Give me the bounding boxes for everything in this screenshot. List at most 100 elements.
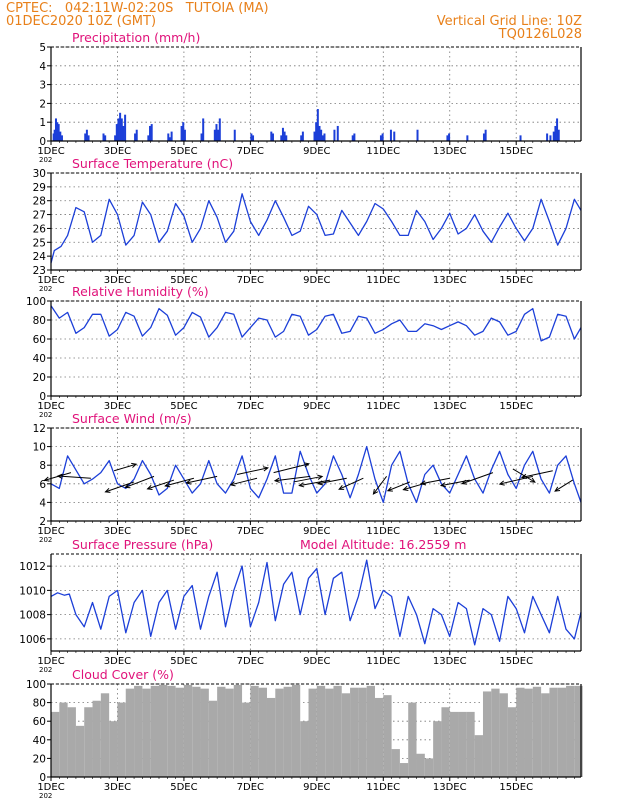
wind-vector-head bbox=[56, 473, 63, 479]
wind-vector-head bbox=[461, 479, 468, 485]
wind-vector-head bbox=[554, 486, 561, 492]
pressure-line bbox=[50, 559, 582, 646]
precip-bar bbox=[84, 133, 87, 141]
precip-bar bbox=[333, 129, 336, 141]
cloud-bar bbox=[541, 693, 550, 777]
cloud-bar bbox=[275, 688, 284, 777]
y-tick-label: 6 bbox=[39, 479, 46, 491]
cloud-bar bbox=[283, 686, 292, 777]
precip-bar bbox=[393, 131, 396, 141]
wind-vector bbox=[105, 481, 135, 493]
panel-cloud: 1DEC 3DEC 5DEC 7DEC 9DEC 11DEC 13DEC 15DEC20202… bbox=[26, 667, 583, 800]
x-tick-label: 3DEC bbox=[104, 656, 131, 667]
cloud-bar bbox=[175, 687, 184, 777]
precip-bar bbox=[466, 135, 469, 141]
wind-vector-head bbox=[104, 487, 111, 493]
x-tick-label: 7DEC bbox=[237, 656, 264, 667]
x-tick-label: 9DEC bbox=[303, 782, 330, 793]
cloud-bar bbox=[84, 707, 93, 777]
y-tick-label: 12 bbox=[33, 423, 46, 435]
precip-bar bbox=[281, 127, 284, 141]
precip-bar bbox=[150, 124, 153, 141]
panel-title: Cloud Cover (%) bbox=[72, 667, 174, 682]
x-tick-label: 11DEC bbox=[366, 526, 400, 537]
cloud-bar bbox=[333, 685, 342, 777]
x-tick-label: 11DEC bbox=[366, 782, 400, 793]
wind-vector bbox=[338, 477, 364, 490]
wind-vector bbox=[147, 479, 175, 490]
wind-vector-head bbox=[372, 488, 379, 495]
precip-bar bbox=[482, 133, 485, 141]
x-tick-label: 1DEC bbox=[37, 656, 64, 667]
cloud-bar bbox=[325, 688, 334, 777]
precip-bar bbox=[389, 129, 392, 141]
cloud-bar bbox=[350, 687, 359, 777]
wind-vector bbox=[499, 475, 533, 485]
precip-bar bbox=[556, 118, 559, 141]
header-station: CPTEC: 042:11W-02:20S TUTOIA (MA) bbox=[6, 1, 269, 16]
precip-bar bbox=[102, 133, 105, 141]
wind-line bbox=[50, 445, 582, 504]
wind-vector-head bbox=[338, 485, 345, 490]
y-tick-label: 40 bbox=[33, 735, 46, 747]
cloud-bar bbox=[183, 684, 193, 777]
panel-title: Surface Pressure (hPa) bbox=[72, 537, 213, 552]
y-tick-label: 20 bbox=[33, 753, 46, 765]
humidity-line bbox=[50, 305, 582, 342]
precip-bar bbox=[321, 135, 324, 141]
cloud-bar bbox=[242, 702, 251, 777]
wind-vector bbox=[421, 477, 450, 485]
model-altitude: Model Altitude: 16.2559 m bbox=[300, 537, 466, 552]
panel-title: Surface Wind (m/s) bbox=[72, 411, 192, 426]
precip-bar bbox=[448, 133, 451, 141]
y-tick-label: 60 bbox=[33, 716, 46, 728]
x-tick-label: 15DEC bbox=[499, 656, 533, 667]
y-tick-label: 29 bbox=[33, 182, 46, 194]
wind-vector-head bbox=[317, 480, 324, 486]
wind-vector bbox=[521, 470, 553, 478]
y-tick-label: 5 bbox=[39, 42, 46, 54]
cloud-bar bbox=[557, 687, 567, 777]
y-tick-label: 27 bbox=[33, 210, 46, 222]
precip-bar bbox=[381, 133, 384, 141]
cloud-bar bbox=[358, 687, 367, 777]
cloud-bar bbox=[474, 735, 483, 777]
x-tick-label: 1DEC bbox=[37, 275, 64, 286]
wind-vector-head bbox=[402, 485, 409, 491]
cloud-bar bbox=[233, 684, 243, 777]
precip-bar bbox=[484, 129, 487, 141]
precip-bar bbox=[557, 129, 560, 141]
header-date: 01DEC2020 10Z (GMT) bbox=[6, 14, 157, 29]
cloud-bar bbox=[308, 688, 317, 777]
x-tick-label: 7DEC bbox=[237, 275, 264, 286]
wind-vector-head bbox=[298, 482, 305, 488]
wind-vector bbox=[165, 477, 195, 487]
wind-vector bbox=[461, 472, 494, 485]
x-tick-label: 1DEC bbox=[37, 146, 64, 157]
cloud-bar bbox=[408, 702, 417, 777]
x-tick-label: 1DEC bbox=[37, 526, 64, 537]
cloud-bar bbox=[208, 700, 218, 777]
precip-bar bbox=[182, 122, 185, 141]
cloud-bar bbox=[250, 685, 259, 777]
wind-vector-head bbox=[386, 486, 393, 492]
precip-bar bbox=[53, 129, 56, 141]
panel-wind: 1DEC 3DEC 5DEC 7DEC 9DEC 11DEC 13DEC 15DEC 202 2 4… bbox=[33, 411, 582, 544]
precip-bar bbox=[134, 133, 137, 141]
cloud-bar bbox=[549, 687, 558, 777]
y-tick-label: 1008 bbox=[19, 610, 46, 622]
wind-vector-head bbox=[124, 483, 131, 489]
wind-vector bbox=[125, 475, 155, 488]
precip-bar bbox=[300, 135, 303, 141]
year-stub: 202 bbox=[39, 285, 52, 293]
x-tick-label: 11DEC bbox=[366, 275, 400, 286]
x-tick-label: 3DEC bbox=[104, 146, 131, 157]
x-tick-label: 13DEC bbox=[433, 656, 467, 667]
wind-vector bbox=[373, 476, 388, 495]
precip-bar bbox=[217, 129, 220, 141]
y-tick-label: 0 bbox=[39, 772, 46, 784]
x-tick-label: 5DEC bbox=[170, 401, 197, 412]
wind-vector bbox=[273, 463, 309, 474]
x-tick-label: 3DEC bbox=[104, 401, 131, 412]
